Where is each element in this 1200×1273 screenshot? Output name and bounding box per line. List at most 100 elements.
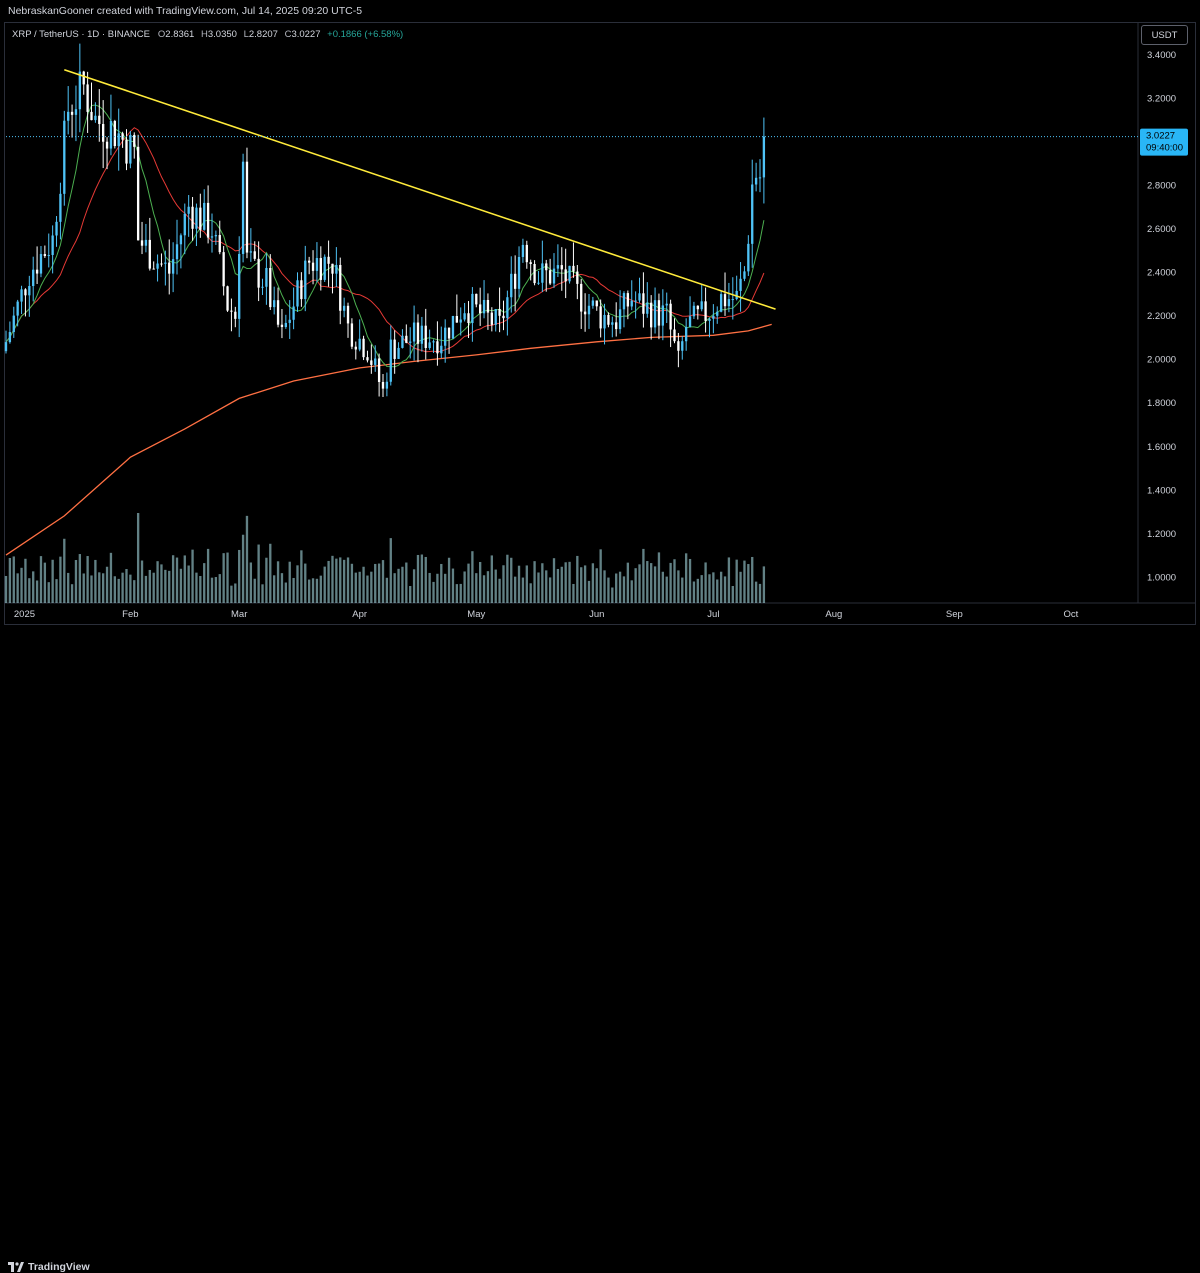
volume-bar: [253, 578, 256, 603]
volume-bar: [160, 564, 163, 603]
candle-body: [276, 300, 280, 325]
candle-body: [552, 268, 556, 284]
candle-body: [564, 269, 567, 282]
candle-body: [218, 235, 221, 253]
volume-bar: [238, 549, 241, 603]
volume-bar: [16, 573, 19, 603]
volume-bar: [354, 572, 357, 603]
candle-body: [358, 338, 361, 350]
volume-bar: [292, 577, 295, 603]
volume-bar: [751, 556, 754, 603]
candle-body: [436, 341, 439, 354]
candle-body: [541, 263, 544, 283]
volume-bar: [152, 572, 155, 603]
candle-body: [467, 313, 470, 324]
volume-bar: [607, 577, 610, 603]
volume-bar: [719, 571, 723, 603]
candle-body: [440, 345, 443, 354]
volume-bar: [28, 578, 31, 603]
candle-body: [269, 267, 272, 308]
candle-body: [696, 305, 699, 310]
candle-body: [206, 202, 210, 238]
price-chart[interactable]: 3.40003.20003.00002.80002.60002.40002.20…: [0, 0, 1200, 653]
candle-body: [152, 268, 155, 270]
volume-bar: [762, 566, 766, 603]
volume-bar: [195, 572, 198, 603]
x-tick-label: Oct: [1064, 609, 1079, 620]
volume-bar: [164, 569, 167, 603]
volume-bar: [339, 557, 342, 603]
candle-body: [117, 133, 120, 147]
volume-bar: [432, 581, 435, 603]
volume-bar: [63, 538, 66, 603]
candle-body: [459, 319, 462, 323]
volume-bar: [47, 582, 50, 603]
x-tick-label: Jul: [707, 609, 719, 620]
volume-bar: [374, 563, 377, 603]
candle-body: [4, 342, 8, 352]
volume-bar: [350, 563, 354, 603]
candle-body: [226, 286, 229, 311]
candle-body: [105, 141, 109, 149]
volume-bar: [471, 551, 474, 603]
chart-frame: [4, 22, 1196, 625]
candle-body: [51, 235, 54, 255]
volume-bar: [603, 570, 606, 603]
candle-body: [253, 251, 256, 259]
volume-bar: [541, 563, 544, 603]
candle-body: [754, 177, 758, 185]
volume-bar: [451, 568, 455, 603]
currency-button[interactable]: USDT: [1141, 25, 1188, 45]
volume-bar: [673, 559, 676, 603]
volume-bar: [735, 559, 738, 603]
volume-bar: [12, 556, 15, 603]
volume-bar: [424, 556, 427, 603]
volume-bar: [405, 562, 408, 603]
candle-body: [638, 293, 641, 301]
candle-body: [381, 381, 385, 389]
volume-bar: [688, 558, 692, 603]
candle-body: [280, 324, 284, 328]
volume-bar: [533, 561, 536, 603]
volume-bar: [171, 555, 175, 603]
candle-body: [416, 322, 420, 344]
volume-bar: [346, 557, 350, 603]
volume-bar: [455, 584, 459, 603]
volume-bar: [187, 565, 190, 603]
candle-body: [719, 294, 723, 312]
x-tick-label: May: [467, 609, 485, 620]
volume-bar: [74, 560, 78, 603]
candle-body: [70, 111, 74, 115]
candle-body: [238, 253, 241, 319]
volume-bar: [638, 564, 641, 603]
volume-bar: [622, 576, 626, 603]
volume-bar: [463, 571, 466, 603]
volume-bar: [510, 557, 513, 603]
candle-body: [129, 134, 132, 164]
volume-bar: [168, 570, 171, 603]
candle-body: [634, 300, 637, 302]
volume-bar: [210, 577, 214, 603]
candle-body: [304, 260, 307, 300]
volume-bar: [43, 562, 47, 603]
candle-body: [568, 265, 571, 282]
volume-bar: [319, 575, 322, 603]
candle-body: [273, 300, 276, 308]
candle-body: [712, 315, 715, 319]
volume-bar: [288, 561, 291, 603]
candle-body: [646, 302, 649, 314]
candle-body: [537, 282, 540, 284]
candle-body: [133, 134, 136, 147]
volume-bar: [199, 576, 202, 603]
volume-bar: [436, 573, 439, 603]
high-value: 3.0350: [207, 29, 237, 40]
candle-body: [374, 358, 377, 365]
volume-bar: [327, 560, 330, 603]
x-tick-label: 2025: [14, 609, 35, 620]
top-bar: NebraskanGooner created with TradingView…: [0, 0, 1200, 22]
volume-bar: [389, 538, 392, 603]
volume-bar: [94, 559, 97, 603]
volume-bar: [758, 583, 762, 603]
volume-bar: [747, 564, 750, 603]
volume-bar: [377, 563, 381, 603]
